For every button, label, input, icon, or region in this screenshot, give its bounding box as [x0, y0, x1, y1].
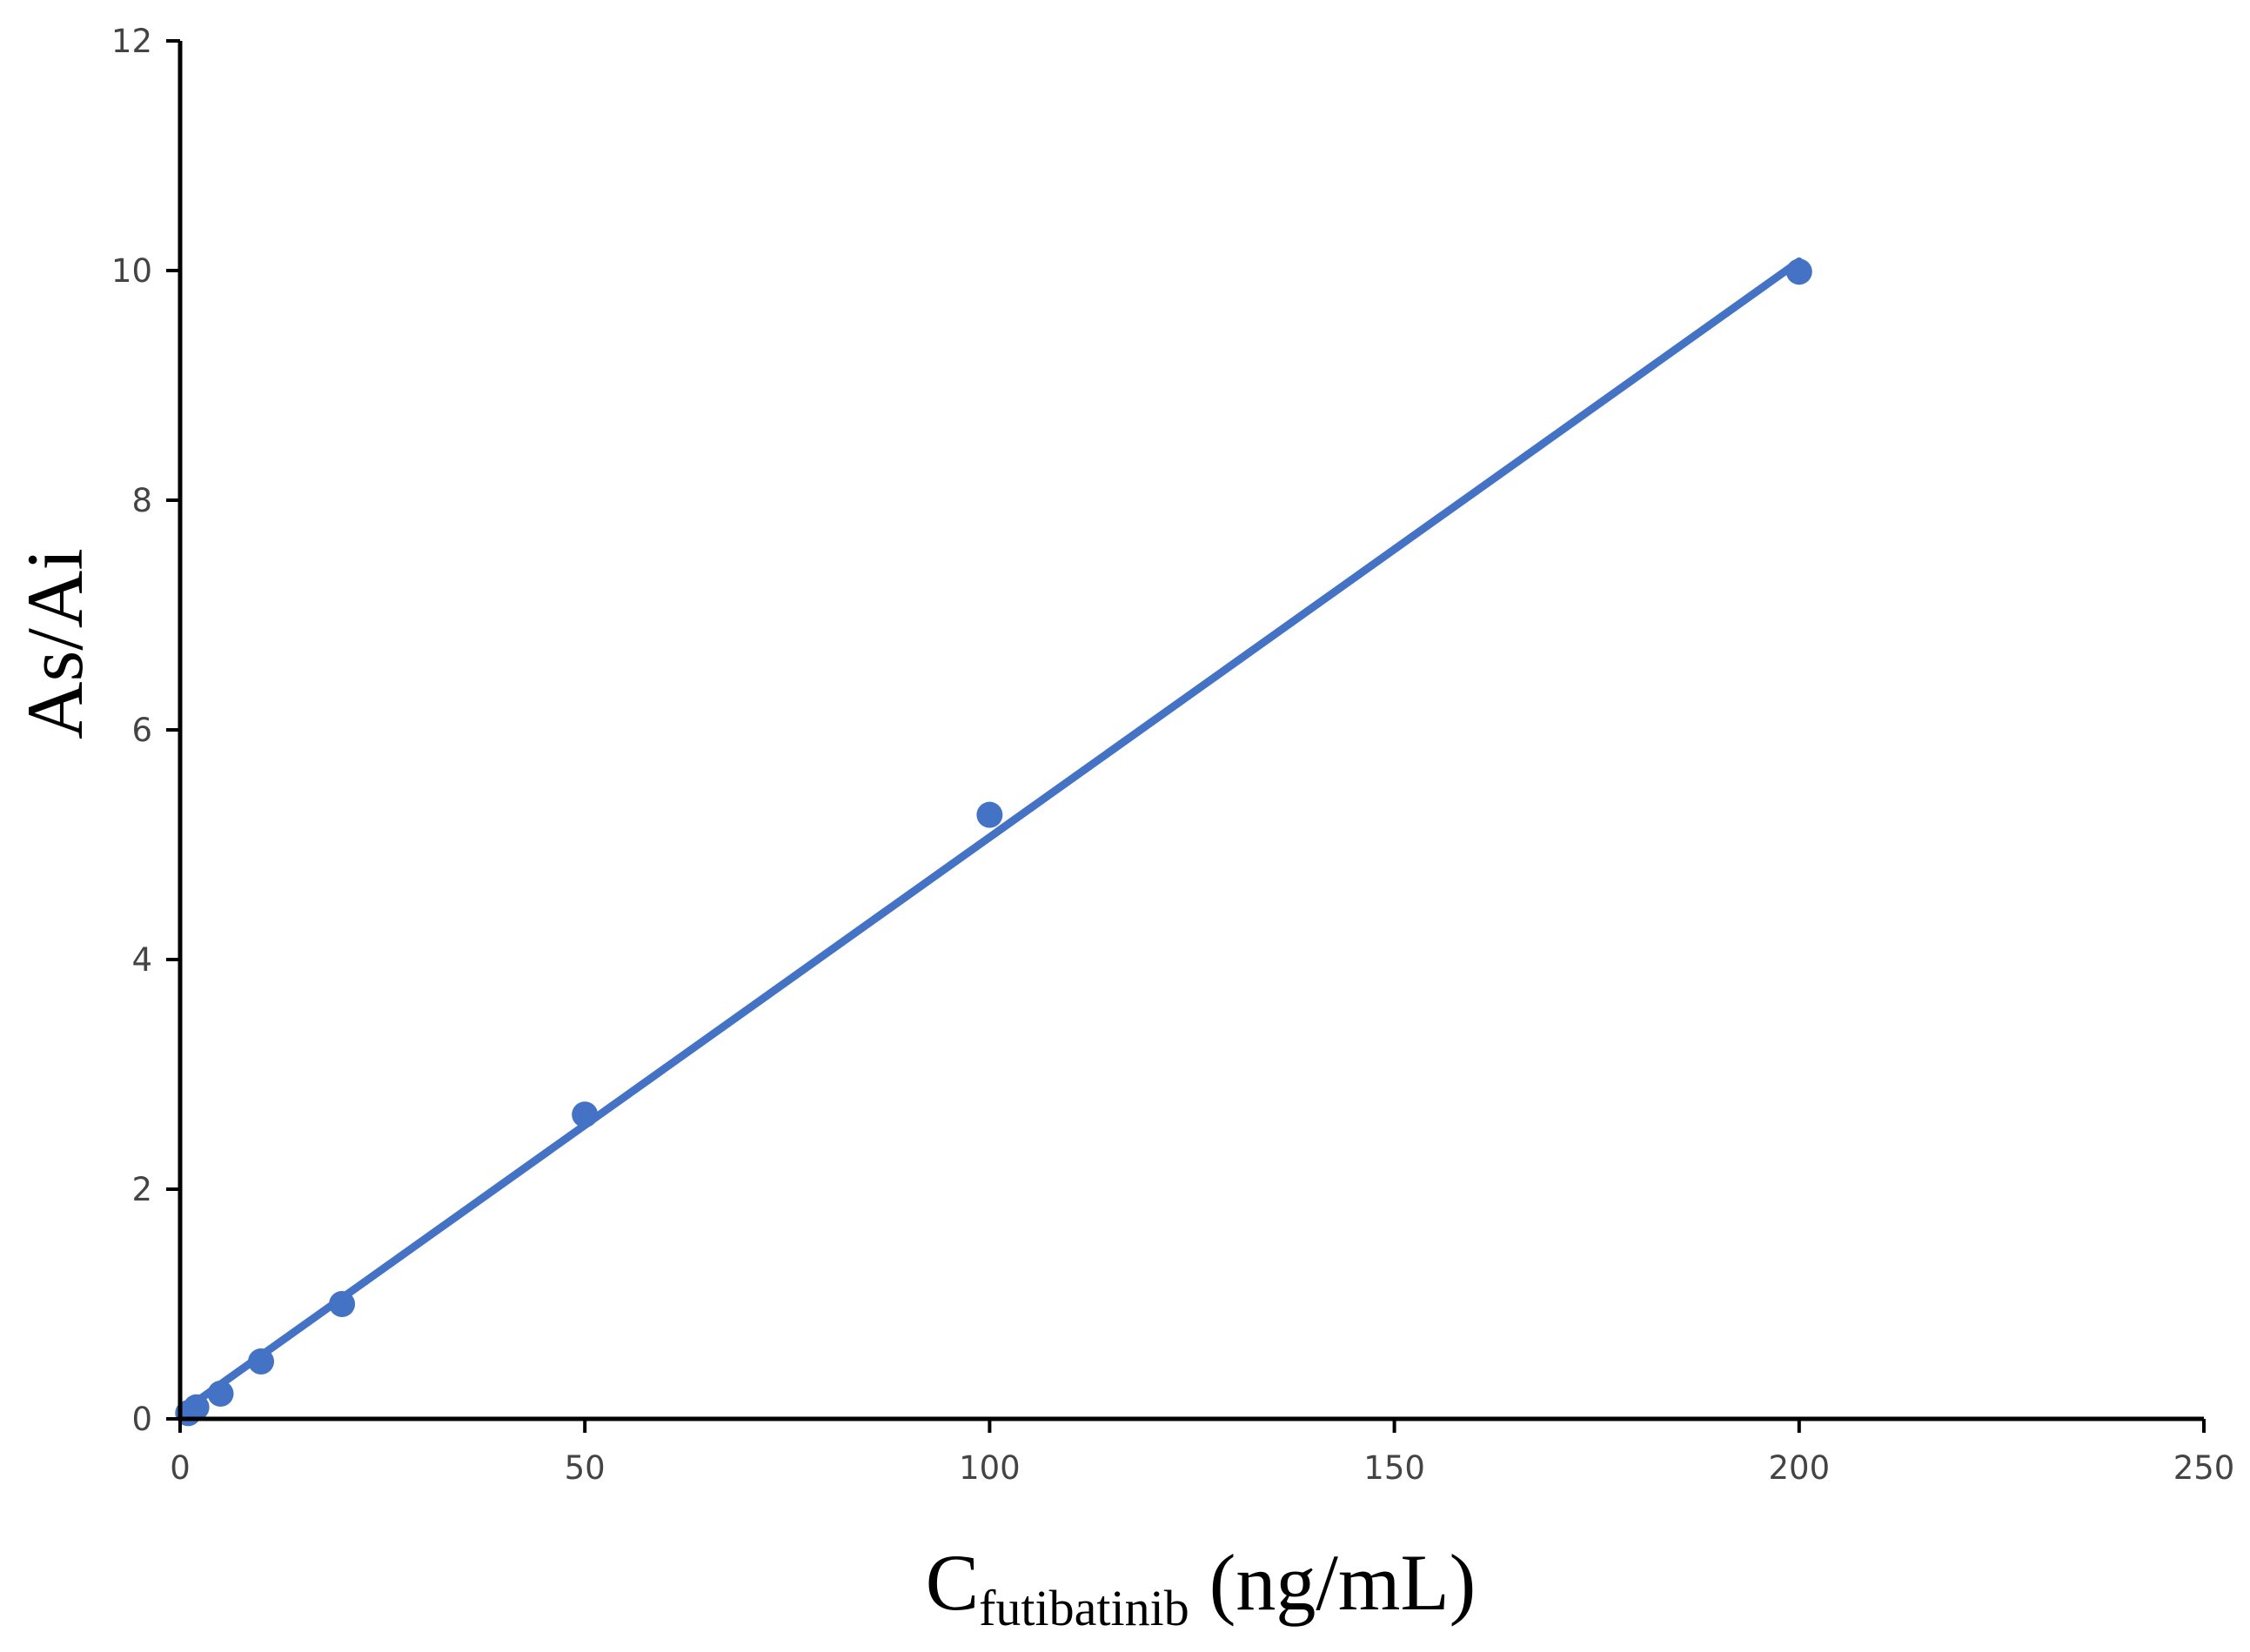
trendline	[176, 257, 1804, 1417]
data-point-0-2	[207, 1380, 234, 1407]
data-point-0-5	[572, 1101, 599, 1128]
y-tick-label-2: 4	[131, 941, 152, 979]
x-tick-label-1: 50	[565, 1449, 606, 1487]
x-tick-label-5: 250	[2173, 1449, 2235, 1487]
data-points-layer	[175, 258, 1812, 1427]
data-point-0-4	[329, 1291, 356, 1317]
y-tick-label-0: 0	[131, 1401, 152, 1438]
axes	[177, 41, 2204, 1421]
y-tick-label-4: 8	[131, 482, 152, 519]
y-tick-label-3: 6	[131, 712, 152, 749]
y-axis-title: As/Ai	[10, 548, 99, 739]
x-tick-label-2: 100	[959, 1449, 1021, 1487]
x-axis-title-subscript: futibatinib	[979, 1580, 1189, 1636]
data-point-0-6	[976, 801, 1003, 828]
data-point-0-7	[1785, 258, 1812, 285]
x-tick-label-3: 150	[1363, 1449, 1425, 1487]
x-axis-title-unit: (ng/mL)	[1189, 1538, 1477, 1627]
y-ticks: 0 2 4 6 8 10 12	[111, 23, 180, 1438]
x-tick-label-4: 200	[1768, 1449, 1830, 1487]
x-ticks: 0 50 100 150 200 250	[170, 1419, 2234, 1487]
data-point-0-3	[248, 1348, 275, 1374]
y-tick-label-6: 12	[111, 23, 152, 60]
trendline-layer	[176, 257, 1804, 1417]
y-tick-label-1: 2	[131, 1171, 152, 1208]
x-tick-label-0: 0	[170, 1449, 191, 1487]
x-axis-title-main: C	[926, 1538, 979, 1627]
y-tick-label-5: 10	[111, 252, 152, 290]
data-point-0-1	[183, 1394, 210, 1421]
x-axis-title: Cfutibatinib (ng/mL)	[926, 1538, 1477, 1636]
